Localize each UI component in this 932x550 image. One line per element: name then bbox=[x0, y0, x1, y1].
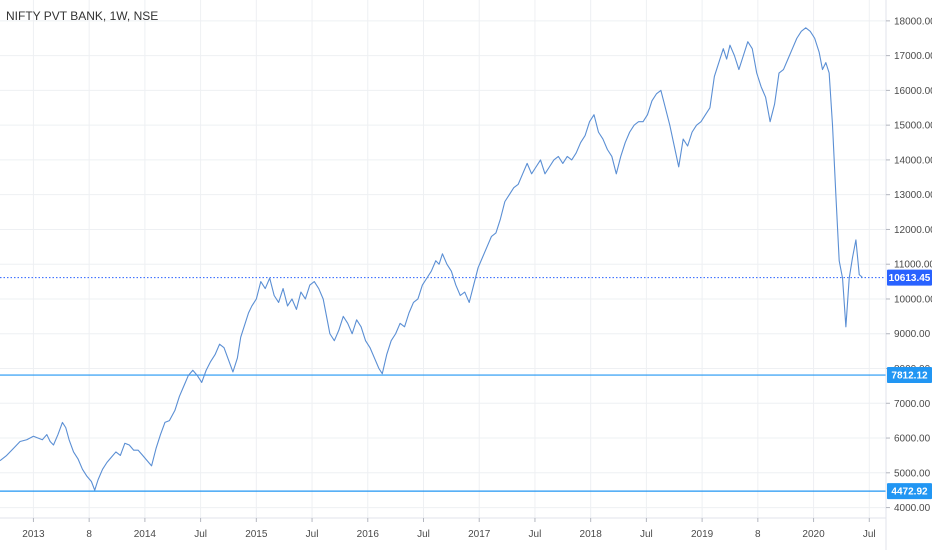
horizontal-levels bbox=[0, 277, 886, 492]
price-series bbox=[0, 27, 863, 491]
price-line bbox=[0, 27, 863, 491]
y-tick-label: 15000.00 bbox=[894, 121, 932, 132]
y-tick-label: 13000.00 bbox=[894, 190, 932, 201]
x-tick-label: 8 bbox=[86, 529, 92, 540]
y-tick-label: 12000.00 bbox=[894, 225, 932, 236]
x-tick-label: Jul bbox=[306, 529, 319, 540]
x-tick-label: 2016 bbox=[357, 529, 380, 540]
x-tick-label: Jul bbox=[863, 529, 876, 540]
x-tick-label: Jul bbox=[640, 529, 653, 540]
symbol-title: NIFTY PVT BANK, 1W, NSE bbox=[6, 9, 158, 23]
level-price-badge bbox=[887, 483, 932, 500]
x-tick-label: 8 bbox=[755, 529, 761, 540]
x-tick-label: 2015 bbox=[245, 529, 268, 540]
x-tick-label: 2018 bbox=[580, 529, 603, 540]
y-tick-label: 5000.00 bbox=[894, 468, 931, 479]
grid bbox=[0, 0, 886, 518]
y-tick-label: 6000.00 bbox=[894, 434, 931, 445]
current-price-label: 10613.45 bbox=[889, 273, 931, 284]
x-tick-label: 2020 bbox=[802, 529, 825, 540]
y-tick-label: 18000.00 bbox=[894, 16, 932, 27]
y-tick-label: 4000.00 bbox=[894, 503, 931, 514]
x-tick-label: Jul bbox=[417, 529, 430, 540]
y-tick-label: 14000.00 bbox=[894, 155, 932, 166]
x-tick-label: 2014 bbox=[134, 529, 157, 540]
x-tick-label: 2019 bbox=[691, 529, 714, 540]
time-axis[interactable]: 2013 8 2014 Jul 2015 Jul 2016 Jul 2017 Jul 2018 Jul… bbox=[22, 518, 876, 540]
x-tick-label: 2013 bbox=[22, 529, 45, 540]
price-axis[interactable]: 4000.005000.006000.007000.008000.009000.… bbox=[886, 16, 932, 514]
y-tick-label: 9000.00 bbox=[894, 329, 931, 340]
price-badges: 7812.12 4472.92 10613.45 bbox=[887, 269, 932, 500]
x-tick-label: Jul bbox=[194, 529, 207, 540]
y-tick-label: 11000.00 bbox=[894, 260, 932, 271]
y-tick-label: 10000.00 bbox=[894, 294, 932, 305]
current-price-badge bbox=[887, 269, 932, 286]
level-price-label: 7812.12 bbox=[891, 371, 928, 382]
y-tick-label: 16000.00 bbox=[894, 86, 932, 97]
level-price-label: 4472.92 bbox=[891, 487, 928, 498]
x-tick-label: Jul bbox=[529, 529, 542, 540]
level-price-badge bbox=[887, 367, 932, 384]
x-tick-label: 2017 bbox=[468, 529, 491, 540]
y-tick-label: 17000.00 bbox=[894, 51, 932, 62]
y-tick-label: 7000.00 bbox=[894, 399, 931, 410]
